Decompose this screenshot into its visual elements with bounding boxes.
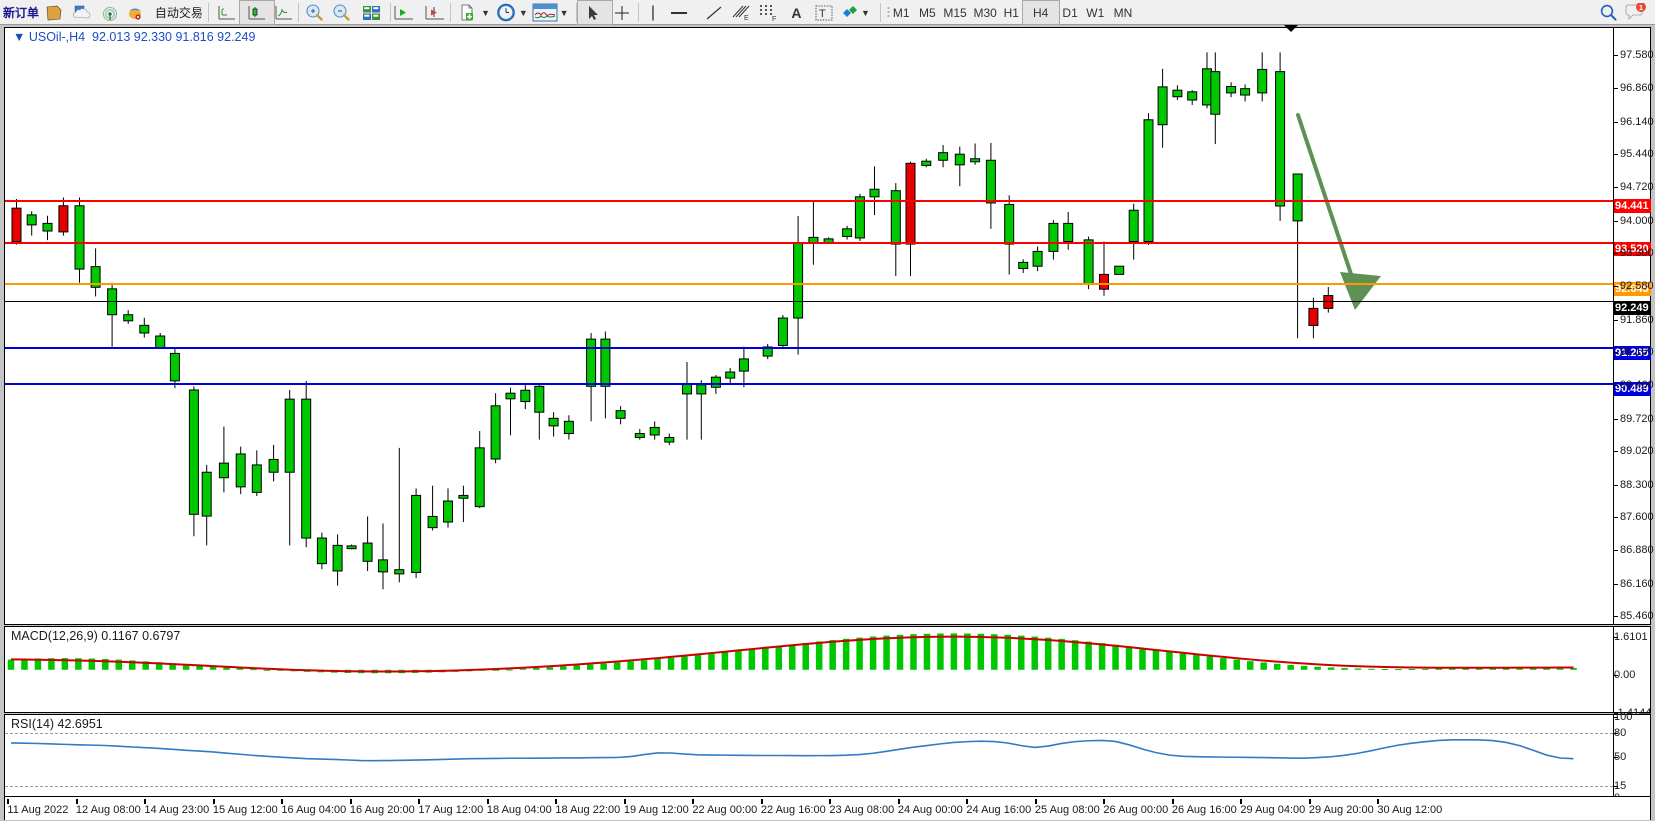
svg-text:T: T	[819, 8, 826, 20]
svg-text:1: 1	[1639, 3, 1643, 12]
svg-text:E: E	[744, 15, 749, 21]
svg-text:F: F	[772, 16, 776, 21]
